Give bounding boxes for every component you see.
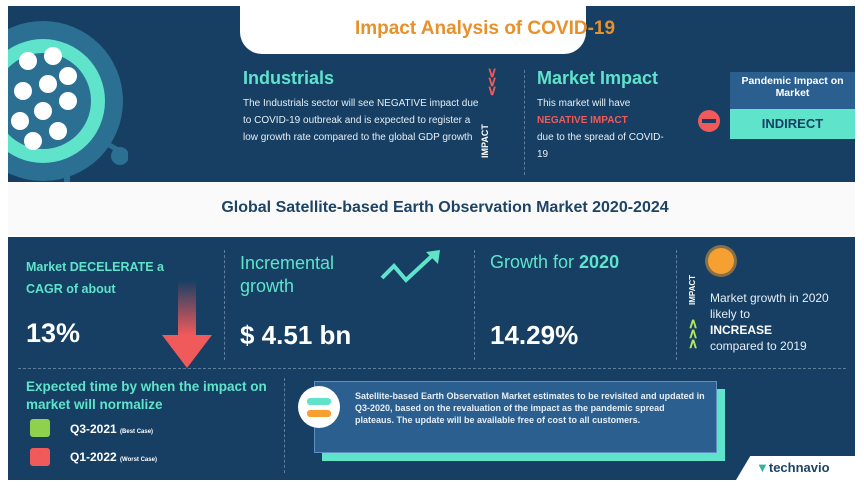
growth-impact-line1: Market growth in 2020 likely to bbox=[710, 291, 829, 321]
impact-label: IMPACT bbox=[480, 124, 490, 158]
logo-icon: ▼ bbox=[756, 460, 769, 475]
best-case: Q3-2021 (Best Case) bbox=[70, 422, 153, 436]
market-impact-text: This market will have NEGATIVE IMPACT due … bbox=[537, 95, 667, 163]
chevrons-up-icon: ∧ ∧ ∧ bbox=[688, 315, 699, 351]
negative-impact-highlight: NEGATIVE IMPACT bbox=[537, 115, 628, 126]
normalize-title: Expected time by when the impact on mark… bbox=[26, 379, 267, 412]
brand-name: technavio bbox=[768, 460, 830, 475]
pandemic-impact-label: Pandemic Impact on Market bbox=[730, 72, 855, 109]
best-case-note: (Best Case) bbox=[120, 429, 154, 435]
market-impact-line1: This market will have bbox=[537, 98, 631, 109]
industrials-text: The Industrials sector will see NEGATIVE… bbox=[243, 98, 479, 143]
main-title: Global Satellite-based Earth Observation… bbox=[221, 199, 669, 216]
growth-year: 2020 bbox=[579, 252, 620, 272]
market-impact-title: Market Impact bbox=[537, 68, 659, 88]
update-note: Satellite-based Earth Observation Market… bbox=[314, 381, 717, 453]
growth-label: Growth for 2020 bbox=[490, 252, 619, 273]
incremental-label: Incremental growth bbox=[240, 253, 335, 296]
growth-impact-label: IMPACT bbox=[688, 274, 697, 305]
title-band bbox=[8, 182, 855, 235]
worst-case-value: Q1-2022 bbox=[70, 450, 117, 464]
divider bbox=[18, 368, 846, 369]
growth-impact-text: Market growth in 2020 likely to INCREASE c… bbox=[710, 290, 850, 354]
minus-circle-icon bbox=[698, 110, 720, 132]
refresh-icon bbox=[298, 386, 340, 428]
divider bbox=[474, 250, 475, 360]
page-header-title: Impact Analysis of COVID-19 bbox=[354, 18, 616, 39]
divider bbox=[524, 70, 525, 175]
incremental-value: $ 4.51 bn bbox=[240, 320, 352, 350]
down-arrow-icon bbox=[162, 280, 212, 368]
sun-icon bbox=[708, 248, 734, 274]
header-tab bbox=[240, 6, 586, 54]
thumbs-down-icon bbox=[30, 448, 50, 466]
industrials-title: Industrials bbox=[243, 68, 335, 88]
virus-icon bbox=[8, 21, 128, 208]
market-impact-line2: due to the spread of COVID-19 bbox=[537, 132, 664, 160]
thumbs-up-icon bbox=[30, 419, 50, 437]
growth-label-text: Growth for bbox=[490, 252, 580, 272]
worst-case-note: (Worst Case) bbox=[120, 457, 157, 463]
cagr-label: Market DECELERATE a CAGR of about bbox=[26, 260, 164, 296]
pandemic-impact-value: INDIRECT bbox=[730, 109, 855, 139]
chevrons-down-icon: ∨ ∨ ∨ bbox=[487, 64, 498, 98]
brand-tab bbox=[736, 456, 855, 480]
growth-impact-line2: compared to 2019 bbox=[710, 339, 807, 353]
divider bbox=[284, 378, 285, 473]
increase-highlight: INCREASE bbox=[710, 323, 773, 337]
divider bbox=[676, 250, 677, 360]
divider bbox=[224, 250, 225, 360]
best-case-value: Q3-2021 bbox=[70, 422, 117, 436]
worst-case: Q1-2022 (Worst Case) bbox=[70, 450, 157, 464]
trend-up-icon bbox=[380, 250, 440, 283]
cagr-value: 13% bbox=[26, 318, 81, 348]
growth-value: 14.29% bbox=[490, 320, 579, 350]
technavio-logo: ▼technavio bbox=[756, 460, 830, 475]
